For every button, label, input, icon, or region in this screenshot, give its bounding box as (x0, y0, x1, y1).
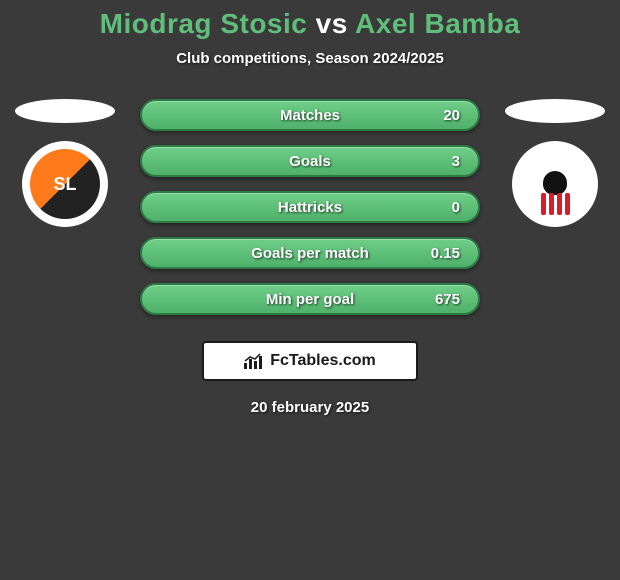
stat-value: 0 (420, 199, 460, 216)
moor-head-icon (543, 171, 567, 195)
stat-bar-min-per-goal: Min per goal 675 (140, 283, 480, 315)
stat-value: 3 (420, 153, 460, 170)
comparison-card: Miodrag Stosic vs Axel Bamba Club compet… (0, 0, 620, 416)
chart-icon (244, 353, 264, 369)
site-name: FcTables.com (270, 352, 376, 370)
content-area: SL Matches 20 (0, 99, 620, 416)
stat-label: Goals (200, 153, 420, 170)
stripe (541, 193, 546, 215)
stat-bar-goals-per-match: Goals per match 0.15 (140, 237, 480, 269)
player1-name: Miodrag Stosic (100, 8, 308, 39)
stripe (549, 193, 554, 215)
stat-bar-goals: Goals 3 (140, 145, 480, 177)
stripe (565, 193, 570, 215)
stripe (557, 193, 562, 215)
stat-bar-matches: Matches 20 (140, 99, 480, 131)
stat-label: Goals per match (200, 245, 420, 262)
subtitle: Club competitions, Season 2024/2025 (0, 50, 620, 67)
stat-label: Min per goal (200, 291, 420, 308)
stat-value: 0.15 (420, 245, 460, 262)
right-team-badge (512, 141, 598, 227)
right-badge-inner (520, 149, 590, 219)
left-team-badge: SL (22, 141, 108, 227)
player2-name: Axel Bamba (355, 8, 520, 39)
site-logo-box: FcTables.com (202, 341, 418, 381)
stat-label: Matches (200, 107, 420, 124)
left-ellipse (15, 99, 115, 123)
stat-value: 675 (420, 291, 460, 308)
right-team-slot (500, 99, 610, 227)
stat-label: Hattricks (200, 199, 420, 216)
date-text: 20 february 2025 (0, 399, 620, 416)
stat-bar-hattricks: Hattricks 0 (140, 191, 480, 223)
left-badge-label: SL (53, 174, 76, 195)
right-ellipse (505, 99, 605, 123)
comparison-title: Miodrag Stosic vs Axel Bamba (0, 8, 620, 40)
left-badge-inner: SL (30, 149, 100, 219)
badge-stripes (541, 193, 570, 215)
left-team-slot: SL (10, 99, 120, 227)
stat-bars: Matches 20 Goals 3 Hattricks 0 Goals per… (140, 99, 480, 315)
vs-text: vs (316, 8, 348, 39)
stat-value: 20 (420, 107, 460, 124)
